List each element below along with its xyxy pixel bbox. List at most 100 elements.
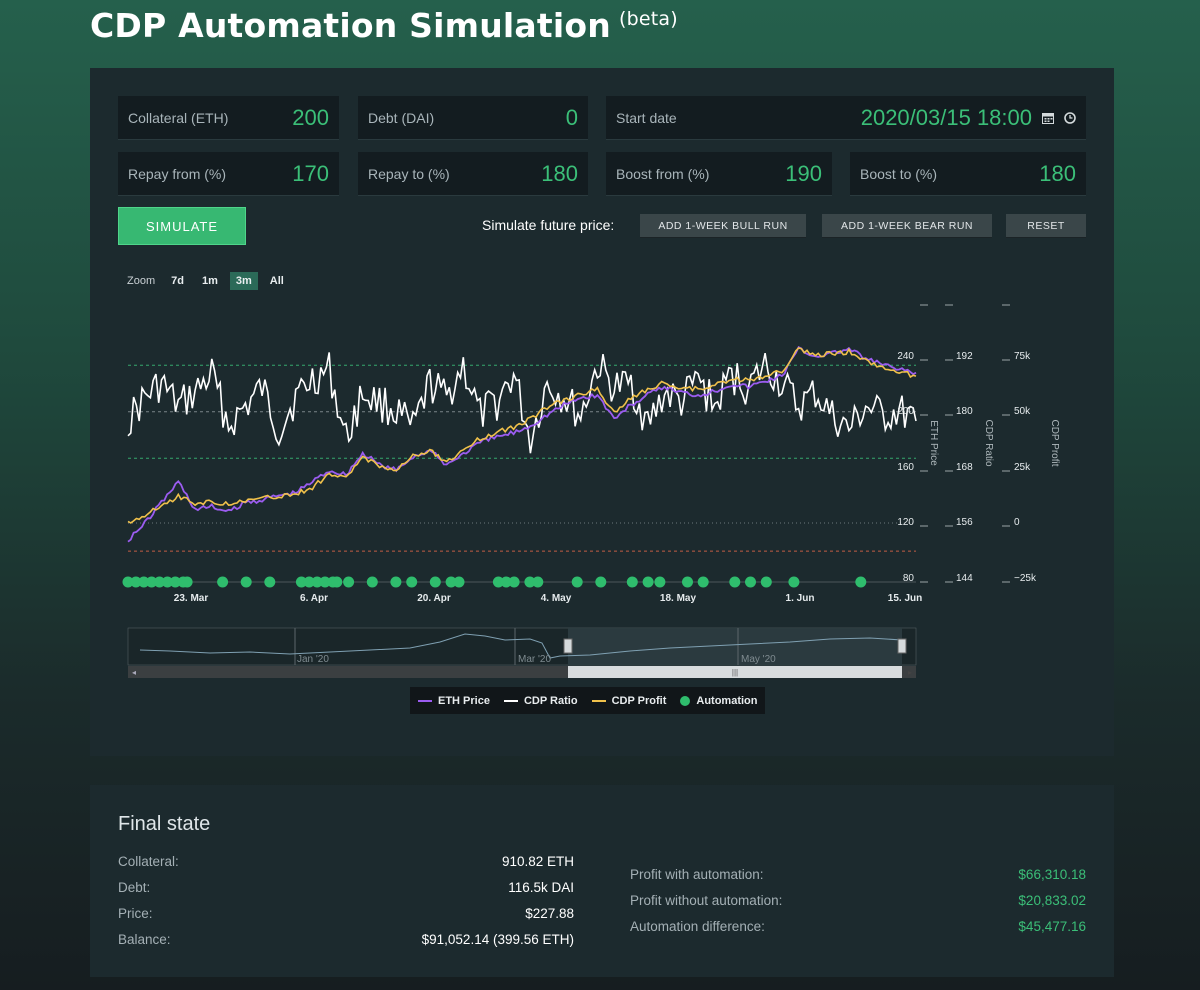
- automation-marker: [745, 576, 756, 588]
- add-bear-run-button[interactable]: ADD 1-WEEK BEAR RUN: [822, 214, 992, 238]
- legend-cdp-ratio-label: CDP Ratio: [523, 694, 578, 707]
- boost-from-field[interactable]: Boost from (%) 190: [606, 152, 832, 196]
- repay-from-value[interactable]: 170: [292, 160, 329, 186]
- legend-item-automation[interactable]: Automation: [680, 695, 757, 707]
- automation-marker: [445, 576, 457, 588]
- x-tick-label: 18. May: [660, 593, 697, 604]
- collateral-label: Collateral (ETH): [128, 109, 229, 126]
- reset-button[interactable]: RESET: [1006, 214, 1086, 238]
- automation-marker: [682, 576, 693, 588]
- automation-marker: [264, 576, 276, 588]
- automation-marker: [855, 576, 867, 588]
- cdp-profit-tick: −25k: [1014, 573, 1037, 584]
- page-title-text: CDP Automation Simulation: [90, 6, 611, 45]
- boost-from-label: Boost from (%): [616, 165, 710, 182]
- cdp-profit-tick: 50k: [1014, 406, 1031, 417]
- collateral-field[interactable]: Collateral (ETH) 200: [118, 96, 339, 140]
- repay-from-field[interactable]: Repay from (%) 170: [118, 152, 339, 196]
- automation-marker: [406, 576, 418, 588]
- automation-marker: [729, 576, 741, 588]
- add-bull-run-button[interactable]: ADD 1-WEEK BULL RUN: [640, 214, 806, 238]
- zoom-selector: Zoom 7d 1m 3m All: [127, 272, 290, 290]
- boost-to-value[interactable]: 180: [1039, 160, 1076, 186]
- automation-marker: [217, 576, 229, 588]
- navigator-series: [139, 633, 903, 659]
- final-price-value: $227.88: [525, 906, 574, 921]
- zoom-3m-button[interactable]: 3m: [229, 272, 258, 290]
- boost-to-field[interactable]: Boost to (%) 180: [850, 152, 1086, 196]
- repay-to-field[interactable]: Repay to (%) 180: [358, 152, 588, 196]
- final-collateral-label: Collateral:: [118, 854, 179, 869]
- start-date-label: Start date: [616, 109, 677, 126]
- profit-without-value: $20,833.02: [1018, 893, 1086, 908]
- legend-item-cdp-ratio[interactable]: CDP Ratio: [503, 694, 578, 707]
- automation-marker: [295, 576, 307, 588]
- automation-marker: [642, 576, 654, 588]
- cdp-ratio-tick: 192: [956, 351, 973, 362]
- beta-badge: (beta): [618, 8, 678, 30]
- debt-label: Debt (DAI): [368, 109, 435, 126]
- x-tick-label: 4. May: [541, 593, 572, 604]
- zoom-all-button[interactable]: All: [269, 275, 284, 287]
- navigator-scrollbar-thumb: [568, 666, 902, 678]
- legend-automation-label: Automation: [696, 694, 758, 707]
- legend-item-eth-price[interactable]: ETH Price: [418, 695, 490, 707]
- final-balance-value: $91,052.14 (399.56 ETH): [421, 932, 574, 947]
- final-balance-label: Balance:: [118, 932, 171, 947]
- navigator-label: Jan '20: [297, 654, 329, 665]
- cdp-ratio-tick: 180: [956, 406, 973, 417]
- automation-marker: [161, 576, 173, 588]
- automation-marker: [122, 576, 134, 588]
- calendar-icon[interactable]: [1042, 112, 1054, 124]
- automation-marker: [146, 576, 158, 588]
- automation-marker: [453, 576, 465, 588]
- profit-with-label: Profit with automation:: [630, 867, 764, 882]
- eth-price-tick: 200: [897, 406, 914, 417]
- repay-to-value[interactable]: 180: [541, 160, 578, 186]
- series-cdp-profit: [127, 347, 917, 524]
- repay-to-label: Repay to (%): [368, 165, 450, 182]
- final-row-automation-diff: Automation difference: $45,477.16: [630, 919, 1086, 934]
- zoom-7d-button[interactable]: 7d: [171, 275, 184, 287]
- automation-marker: [654, 576, 666, 588]
- final-collateral-value: 910.82 ETH: [501, 854, 574, 869]
- x-tick-label: 23. Mar: [174, 593, 209, 604]
- automation-marker: [311, 576, 323, 588]
- start-date-field[interactable]: Start date 2020/03/15 18:00: [606, 96, 1086, 140]
- automation-marker: [240, 576, 252, 588]
- repay-from-label: Repay from (%): [128, 165, 227, 182]
- legend-eth-price-label: ETH Price: [438, 694, 490, 707]
- boost-from-value[interactable]: 190: [785, 160, 822, 186]
- start-date-value[interactable]: 2020/03/15 18:00: [860, 104, 1032, 130]
- zoom-1m-button[interactable]: 1m: [201, 275, 218, 287]
- legend-item-cdp-profit[interactable]: CDP Profit: [591, 694, 667, 707]
- navigator-label: Mar '20: [518, 654, 551, 665]
- automation-marker: [130, 576, 142, 588]
- scrollbar-grip-icon: |||: [732, 668, 738, 677]
- simulate-button[interactable]: SIMULATE: [118, 207, 246, 245]
- legend-cdp-profit-label: CDP Profit: [611, 694, 667, 707]
- simulation-panel: Collateral (ETH) 200 Debt (DAI) 0 Start …: [90, 68, 1114, 756]
- navigator-handle-left: [563, 638, 573, 654]
- automation-marker: [429, 576, 441, 588]
- clock-icon[interactable]: [1064, 111, 1076, 124]
- automation-marker: [532, 576, 544, 588]
- automation-marker: [181, 576, 193, 588]
- automation-marker: [343, 576, 355, 588]
- collateral-value[interactable]: 200: [292, 104, 329, 130]
- final-row-debt: Debt: 116.5k DAI: [118, 880, 574, 895]
- cdp-ratio-tick: 168: [956, 462, 973, 473]
- simulation-chart[interactable]: 23. Mar 6. Apr 20. Apr 4. May 18. May 1. Jun 1…: [90, 68, 1114, 688]
- debt-value[interactable]: 0: [565, 104, 578, 130]
- debt-field[interactable]: Debt (DAI) 0: [358, 96, 588, 140]
- page-title: CDP Automation Simulation (beta): [90, 6, 678, 45]
- cdp-profit-tick: 25k: [1014, 462, 1031, 473]
- profit-with-value: $66,310.18: [1018, 867, 1086, 882]
- x-tick-label: 6. Apr: [300, 593, 328, 604]
- automation-marker: [331, 576, 343, 588]
- cdp-ratio-tick: 144: [956, 573, 973, 584]
- automation-marker: [760, 576, 772, 588]
- scroll-left-arrow-icon: ◂: [132, 668, 136, 677]
- navigator-handle-right: [897, 638, 907, 654]
- automation-marker: [697, 576, 709, 588]
